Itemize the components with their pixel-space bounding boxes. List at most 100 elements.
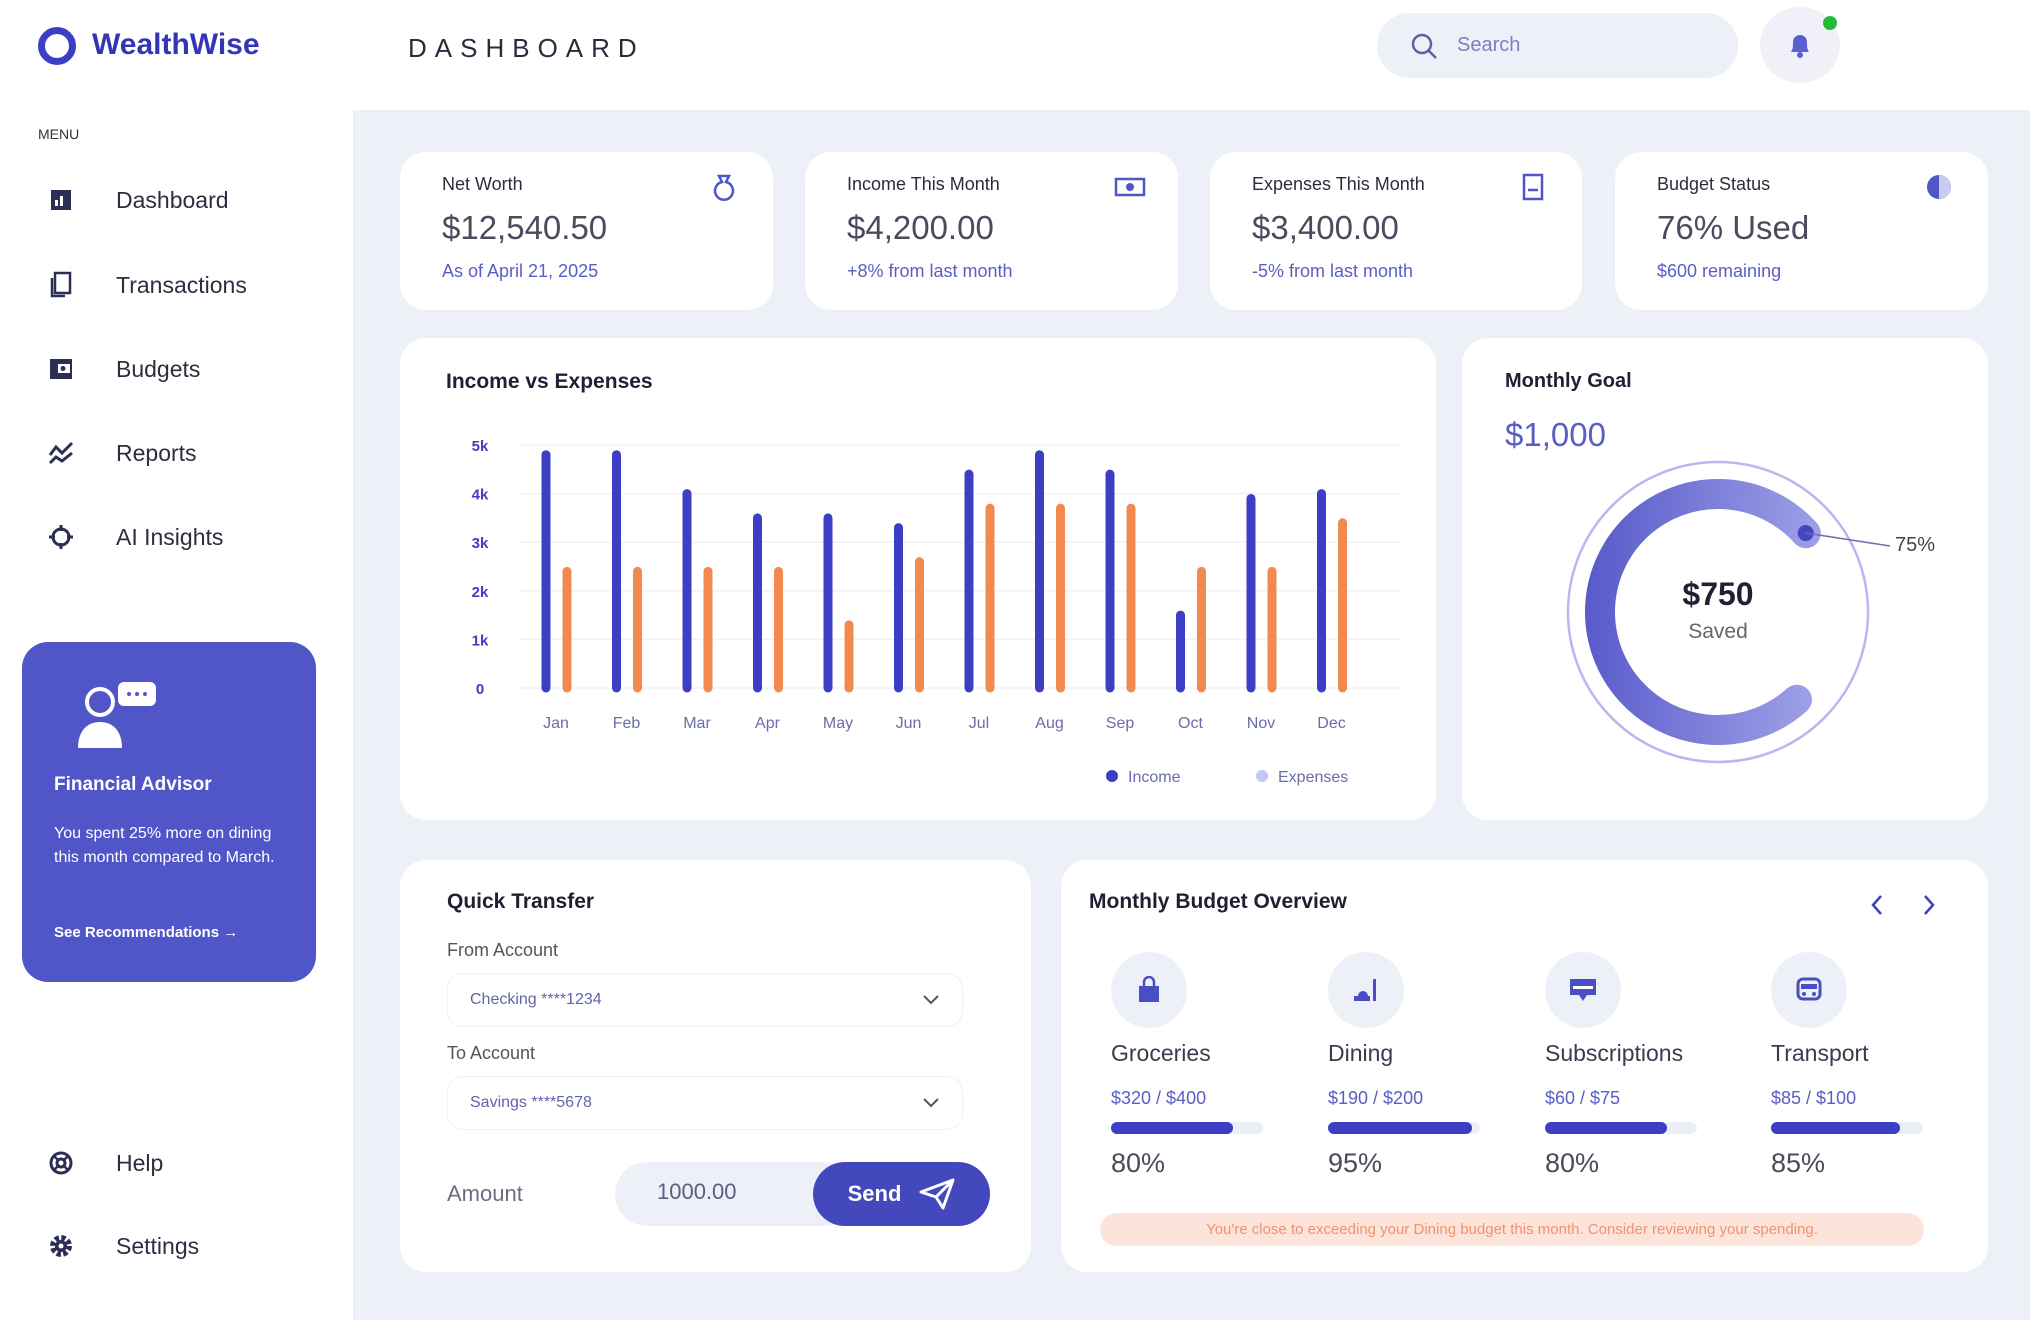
to-account-select[interactable]: Savings ****5678 [447, 1076, 963, 1130]
stat-value: $12,540.50 [442, 209, 608, 246]
budget-progress-bar [1545, 1122, 1697, 1134]
from-account-label: From Account [447, 940, 559, 960]
from-account-select[interactable]: Checking ****1234 [447, 973, 963, 1027]
budget-title: Monthly Budget Overview [1089, 890, 1347, 913]
chevron-down-icon [923, 1098, 939, 1108]
sidebar: WealthWise MENU Dashboard Transactions B… [0, 0, 353, 1320]
receipt-icon [46, 270, 76, 300]
header: DASHBOARD Search [353, 0, 2030, 110]
advisor-title: Financial Advisor [54, 774, 212, 795]
budget-item-transport: Transport $85 / $100 85% [1771, 952, 1971, 1192]
help-icon [46, 1148, 76, 1178]
receipt-icon [1518, 172, 1548, 202]
budget-item-percent: 80% [1111, 1148, 1166, 1178]
stat-title: Net Worth [442, 174, 523, 194]
stat-value: $4,200.00 [847, 209, 994, 246]
y-tick-label: 3k [472, 535, 489, 552]
search-input[interactable]: Search [1377, 13, 1738, 78]
menu-label: MENU [38, 126, 80, 142]
logo-icon [38, 27, 76, 65]
budget-item-amount: $320 / $400 [1111, 1088, 1207, 1108]
y-tick-label: 2k [472, 584, 489, 601]
budget-progress-fill [1328, 1122, 1473, 1134]
goal-saved-amount: $750 [1682, 576, 1754, 612]
ai-chip-icon [46, 522, 76, 552]
amount-value: 1000.00 [657, 1179, 737, 1204]
send-button[interactable]: Send [813, 1162, 990, 1226]
sidebar-item-reports[interactable]: Reports [40, 425, 330, 481]
page-title: DASHBOARD [408, 33, 645, 63]
advisor-text: You spent 25% more on dining this month … [54, 825, 275, 866]
to-account-label: To Account [447, 1043, 536, 1063]
sidebar-item-help[interactable]: Help [40, 1135, 330, 1191]
chevron-down-icon [923, 995, 939, 1005]
search-placeholder: Search [1457, 34, 1521, 56]
pie-chart-icon [1924, 172, 1954, 202]
budget-progress-fill [1545, 1122, 1667, 1134]
notification-badge [1823, 16, 1837, 30]
stat-subtext: -5% from last month [1252, 261, 1414, 281]
goal-saved-label: Saved [1688, 620, 1748, 643]
prev-button[interactable] [1867, 892, 1887, 923]
stat-title: Income This Month [847, 174, 1000, 194]
to-account-value: Savings ****5678 [470, 1094, 592, 1111]
y-tick-label: 4k [472, 487, 489, 504]
advisor-icon [72, 680, 162, 757]
chevron-left-icon [1871, 895, 1882, 915]
income-expenses-chart-card: Income vs Expenses 0 1k 2k 3k 4k 5k Jan Feb Mar A… [400, 338, 1436, 820]
sidebar-item-label: Help [116, 1149, 164, 1176]
sidebar-item-ai-insights[interactable]: AI Insights [40, 509, 330, 565]
sidebar-item-budgets[interactable]: Budgets [40, 341, 330, 397]
budget-item-amount: $85 / $100 [1771, 1088, 1857, 1108]
sidebar-item-label: Transactions [116, 271, 247, 298]
stat-subtext: +8% from last month [847, 261, 1013, 281]
sidebar-item-settings[interactable]: Settings [40, 1218, 330, 1274]
ring-outline [1566, 460, 1870, 764]
cash-icon [1114, 172, 1146, 202]
paper-plane-icon [919, 1178, 955, 1210]
monthly-goal-card: Monthly Goal $1,000 75% $750 Saved [1462, 338, 1988, 820]
goal-progress-ring [1566, 460, 1891, 764]
x-tick-label: Mar [683, 715, 711, 732]
stat-title: Expenses This Month [1252, 174, 1425, 194]
ring-callout-line [1805, 532, 1891, 547]
x-tick-label: Sep [1106, 715, 1135, 732]
x-tick-label: Jan [543, 715, 569, 732]
monthly-budget-card: Monthly Budget Overview Groceries $320 /… [1061, 860, 1988, 1272]
stat-value: $3,400.00 [1252, 209, 1399, 246]
stat-card-income: Income This Month $4,200.00 +8% from las… [805, 152, 1178, 310]
dining-icon [1328, 952, 1404, 1028]
sidebar-item-transactions[interactable]: Transactions [40, 257, 330, 313]
sidebar-item-label: AI Insights [116, 523, 224, 550]
x-tick-label: May [823, 715, 853, 732]
money-bag-icon [709, 172, 739, 202]
see-recommendations-link[interactable]: See Recommendations → [54, 924, 239, 941]
goal-percent-label: 75% [1895, 534, 1936, 556]
wallet-icon [46, 354, 76, 384]
quick-transfer-title: Quick Transfer [447, 890, 595, 913]
stat-card-net-worth: Net Worth $12,540.50 As of April 21, 202… [400, 152, 773, 310]
financial-advisor-card: Financial Advisor You spent 25% more on … [22, 642, 316, 982]
budget-alert-banner: You're close to exceeding your Dining bu… [1100, 1213, 1924, 1246]
send-label: Send [847, 1181, 902, 1206]
ring-end-marker [1797, 525, 1814, 542]
x-tick-label: Aug [1035, 715, 1063, 732]
amount-input[interactable]: 1000.00 [615, 1162, 855, 1226]
sidebar-item-label: Settings [116, 1232, 200, 1259]
budget-item-amount: $60 / $75 [1545, 1088, 1621, 1108]
legend-marker [1256, 770, 1268, 782]
stat-subtext: $600 remaining [1657, 261, 1782, 281]
budget-item-amount: $190 / $200 [1328, 1088, 1424, 1108]
budget-progress-bar [1111, 1122, 1263, 1134]
sidebar-item-dashboard[interactable]: Dashboard [40, 172, 330, 228]
budget-progress-fill [1111, 1122, 1233, 1134]
amount-label: Amount [447, 1181, 523, 1206]
sidebar-item-label: Reports [116, 439, 197, 466]
legend-label: Expenses [1278, 769, 1348, 786]
stat-value: 76% Used [1657, 209, 1810, 246]
y-tick-label: 1k [472, 632, 489, 649]
budget-item-groceries: Groceries $320 / $400 80% [1111, 952, 1311, 1192]
goal-title: Monthly Goal [1505, 370, 1632, 392]
x-tick-label: Oct [1178, 715, 1203, 732]
next-button[interactable] [1919, 892, 1939, 923]
